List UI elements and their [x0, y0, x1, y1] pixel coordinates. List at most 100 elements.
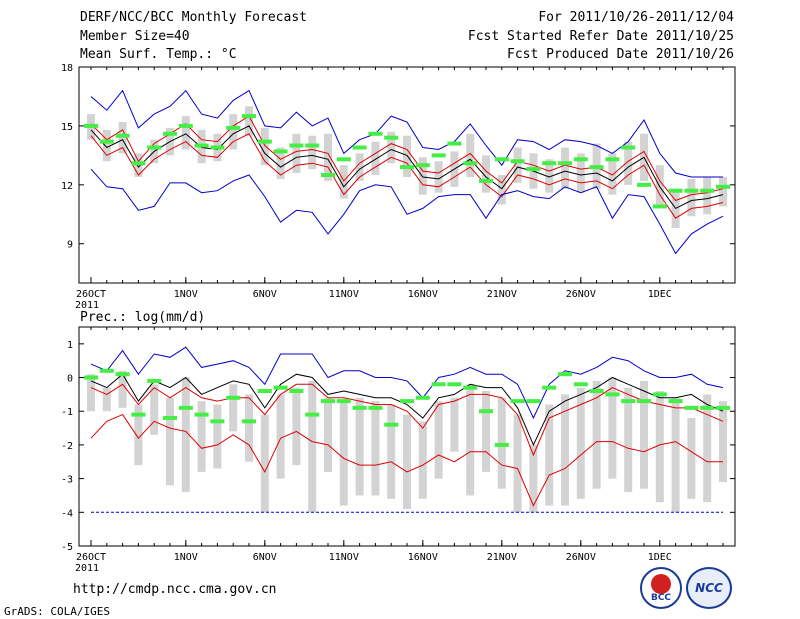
prec-spread-bar — [671, 397, 680, 513]
prec-marker — [700, 405, 715, 410]
prec-xtick-label: 26NOV — [566, 552, 596, 563]
prec-marker — [384, 422, 399, 427]
temp-xtick-label: 26NOV — [566, 289, 596, 300]
prec-spread-bar — [150, 384, 159, 435]
prec-marker — [463, 385, 478, 390]
temp-spread-bar — [624, 141, 633, 185]
prec-spread-bar — [418, 421, 427, 499]
prec-marker — [305, 412, 320, 417]
prec-marker — [210, 419, 225, 424]
prec-spread-bar — [87, 374, 95, 412]
precip-label: Prec.: log(mm/d) — [80, 310, 206, 325]
prec-marker — [605, 392, 620, 397]
forecast-period: For 2011/10/26-2011/12/04 — [538, 10, 734, 25]
temp-upper-red-line — [90, 115, 724, 202]
temp-marker — [352, 145, 367, 150]
temp-upper-blue-line — [90, 89, 723, 178]
prec-xtick-label: 16NOV — [408, 552, 438, 563]
prec-spread-bar — [403, 414, 411, 509]
bcc-logo-text: BCC — [650, 593, 672, 603]
prec-spread-bar — [545, 404, 554, 506]
temp-lower-red-line — [90, 133, 724, 219]
prec-marker — [400, 399, 414, 404]
prec-spread-bar — [292, 387, 301, 466]
prec-ytick-label: -3 — [61, 475, 73, 486]
temp-marker — [99, 139, 114, 144]
temp-marker — [573, 157, 588, 162]
prec-marker — [510, 399, 525, 404]
temp-spread-bar — [434, 161, 443, 193]
prec-marker — [194, 412, 209, 417]
prec-marker — [84, 375, 98, 380]
temp-spread-bar — [497, 175, 506, 205]
prec-spread-bar — [434, 401, 443, 479]
temp-spread-bar — [655, 165, 664, 205]
prec-marker — [447, 382, 462, 387]
temp-marker — [479, 178, 493, 183]
temp-ensemble-mean-line — [90, 125, 724, 210]
prec-marker — [652, 392, 667, 397]
prec-marker — [163, 415, 177, 420]
temp-xtick-label: 21NOV — [487, 289, 517, 300]
prec-marker — [321, 399, 335, 404]
temp-marker — [716, 184, 730, 189]
temp-spread-bar — [245, 106, 253, 136]
prec-spread-bar — [308, 380, 317, 513]
prec-marker — [289, 389, 304, 394]
temp-spread-bar — [292, 133, 301, 174]
temp-marker — [194, 143, 209, 148]
prec-spread-bar — [339, 401, 348, 506]
prec-spread-bar — [181, 377, 190, 493]
prec-marker — [479, 409, 493, 414]
temp-spread-bar — [387, 131, 396, 164]
temp-ytick-label: 15 — [61, 122, 73, 133]
temp-marker — [210, 145, 225, 150]
temp-marker — [700, 188, 715, 193]
prec-marker — [526, 399, 541, 404]
chart-title: DERF/NCC/BCC Monthly Forecast — [80, 10, 307, 25]
prec-spread-bar — [197, 401, 206, 472]
temp-spread-bar — [576, 153, 585, 193]
prec-marker — [573, 382, 588, 387]
prec-marker — [558, 372, 572, 377]
temp-marker — [447, 141, 462, 146]
prec-spread-bar — [592, 380, 601, 489]
temp-marker — [605, 157, 620, 162]
temp-marker — [84, 123, 98, 128]
source-url[interactable]: http://cmdp.ncc.cma.gov.cn — [73, 582, 277, 597]
temp-marker — [558, 161, 572, 166]
prec-spread-bar — [703, 394, 712, 503]
prec-marker — [178, 405, 193, 410]
prec-marker — [99, 368, 114, 373]
prec-spread-bar — [118, 370, 127, 408]
prec-marker — [273, 385, 288, 390]
temp-spread-bar — [102, 129, 111, 162]
temp-marker — [463, 161, 478, 166]
temp-spread-bar — [703, 176, 712, 215]
member-size: Member Size=40 — [80, 29, 190, 44]
temp-spread-bar — [355, 153, 364, 181]
prec-spread-bar — [482, 391, 490, 472]
temp-spread-bar — [466, 133, 475, 177]
prec-marker — [131, 412, 146, 417]
prec-ensemble-mean-line — [90, 373, 724, 447]
temp-marker — [368, 131, 383, 136]
temp-spread-bar — [719, 176, 727, 207]
temp-xtick-label: 26OCT — [76, 289, 106, 300]
prec-marker — [431, 382, 446, 387]
prec-spread-bar — [624, 387, 633, 493]
temp-ytick-label: 12 — [61, 181, 73, 192]
temp-marker — [115, 133, 130, 138]
refer-date: Fcst Started Refer Date 2011/10/25 — [467, 29, 734, 44]
prec-spread-bar — [450, 397, 459, 452]
ncc-logo: NCC — [686, 567, 732, 609]
prec-marker — [542, 385, 557, 390]
prec-marker — [147, 378, 162, 383]
temp-marker — [526, 167, 541, 172]
prec-spread-bar — [655, 391, 664, 503]
prec-ytick-label: 0 — [67, 374, 73, 385]
temp-marker — [384, 135, 399, 140]
temp-xtick-label: 1NOV — [174, 289, 198, 300]
